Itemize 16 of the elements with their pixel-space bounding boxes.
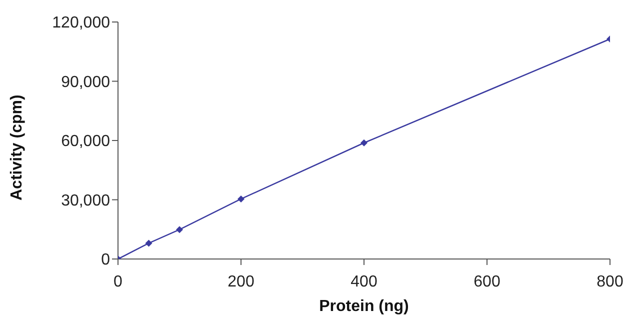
point: [176, 226, 183, 234]
y-tick-label: 90,000: [61, 74, 110, 91]
point: [238, 195, 244, 202]
y-tick-label: 120,000: [52, 14, 110, 32]
y-tick-label: 30,000: [61, 192, 110, 210]
point: [360, 139, 368, 146]
point: [145, 240, 152, 247]
y-tick-label: 0: [101, 252, 110, 269]
y-axis-title: Activity (cpm): [8, 94, 26, 200]
x-tick-label: 200: [228, 273, 254, 290]
y-tick-label: 60,000: [61, 133, 110, 150]
x-tick-label: 800: [596, 273, 624, 290]
x-axis-title: Protein (ng): [319, 298, 409, 315]
x-tick-label: 600: [474, 273, 500, 290]
x-tick-label: 0: [114, 273, 123, 290]
x-tick-label: 400: [350, 273, 378, 290]
